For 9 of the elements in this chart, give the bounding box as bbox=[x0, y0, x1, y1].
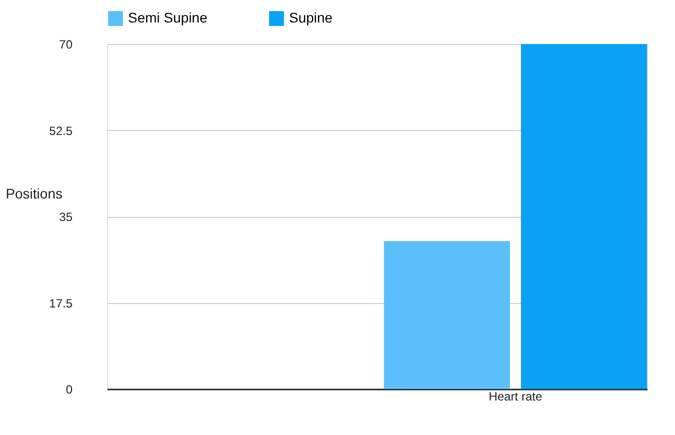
y-tick-label: 70 bbox=[59, 38, 73, 52]
legend-label: Supine bbox=[289, 10, 333, 26]
x-tick-label: Heart rate bbox=[488, 390, 542, 404]
y-tick-label: 35 bbox=[59, 210, 73, 224]
y-tick-label: 0 bbox=[66, 382, 73, 396]
y-tick-label: 52.5 bbox=[49, 124, 73, 138]
y-axis-title: Positions bbox=[6, 186, 62, 202]
legend-label: Semi Supine bbox=[128, 10, 208, 26]
y-tick-label: 17.5 bbox=[49, 296, 73, 310]
